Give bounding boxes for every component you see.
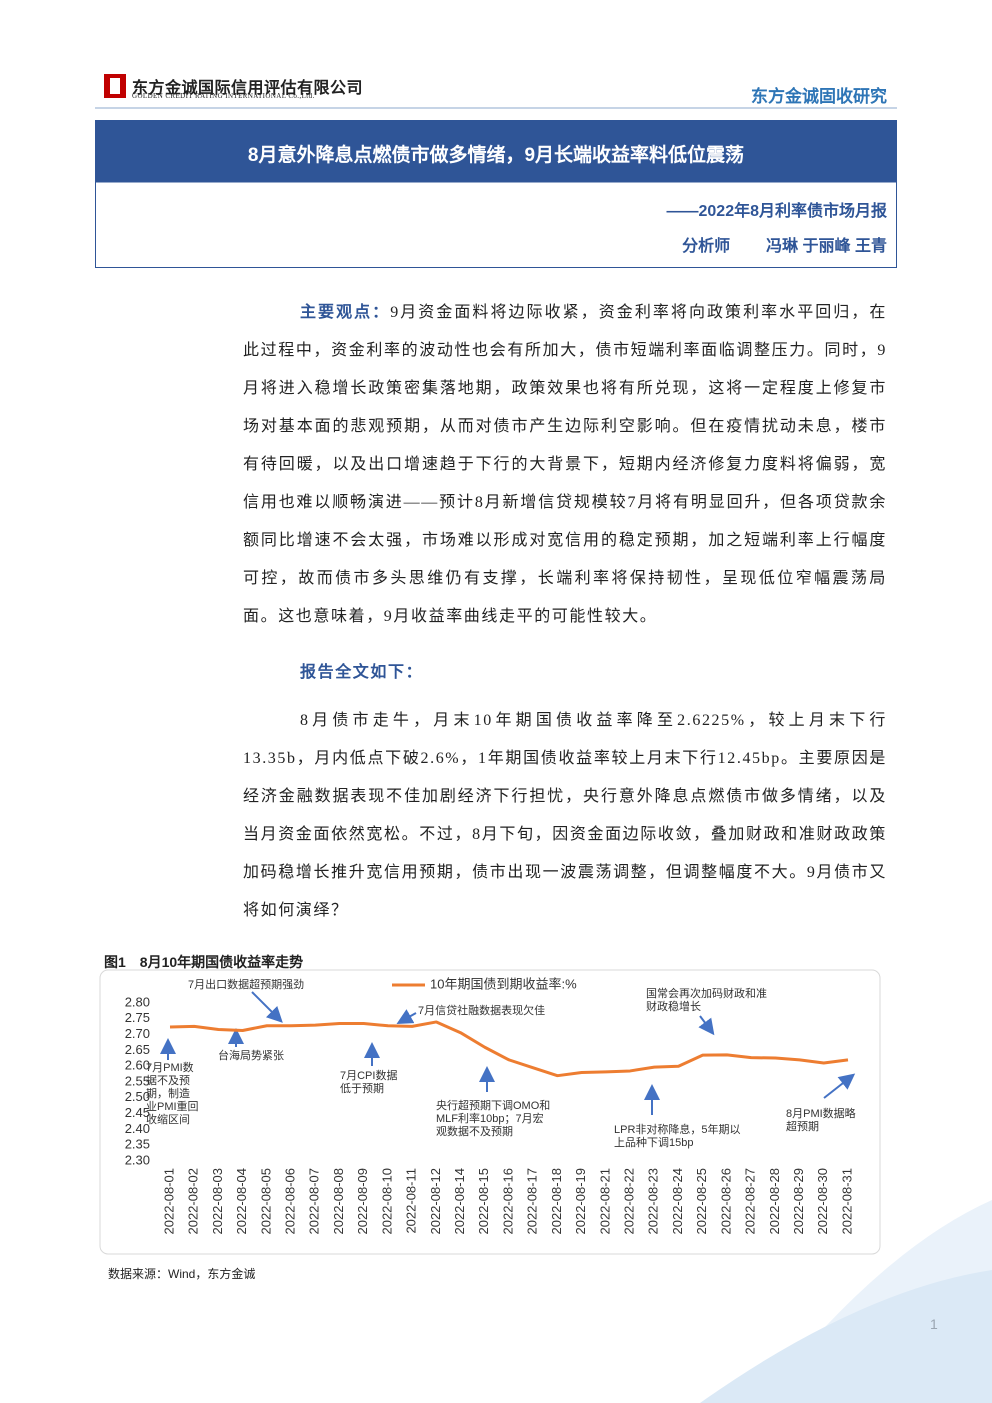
y-tick-label: 2.70 <box>125 1026 150 1041</box>
annotation: 7月出口数据超预期强劲 <box>188 979 305 991</box>
annotation: 7月信贷社融数据表现欠佳 <box>418 1005 546 1017</box>
key-points-label: 主要观点： <box>300 304 391 321</box>
key-points: 主要观点：9月资金面料将边际收紧，资金利率将向政策利率水平回归，在此过程中，资金… <box>243 294 887 636</box>
x-tick-label: 2022-08-01 <box>161 1168 176 1235</box>
x-tick-label: 2022-08-22 <box>622 1168 637 1235</box>
analyst-label: 分析师 <box>682 238 731 255</box>
y-tick-label: 2.35 <box>125 1137 150 1152</box>
company-name-en: GOLDEN CREDIT RATING INTERNATIONAL Co.,L… <box>132 92 315 100</box>
figure-caption: 图1 8月10年期国债收益率走势 <box>104 954 304 970</box>
x-tick-label: 2022-08-03 <box>210 1168 225 1235</box>
x-tick-label: 2022-08-19 <box>573 1168 588 1235</box>
x-tick-label: 2022-08-14 <box>452 1168 467 1235</box>
x-tick-label: 2022-08-12 <box>428 1168 443 1235</box>
annotation: 7月PMI数据不及预期，制造业PMI重回收缩区间 <box>146 1062 199 1126</box>
decor-wave <box>700 1270 992 1403</box>
title-band <box>95 120 897 183</box>
y-tick-label: 2.50 <box>125 1089 150 1104</box>
annotation: 8月PMI数据略超预期 <box>786 1108 856 1133</box>
x-tick-label: 2022-08-11 <box>404 1168 419 1234</box>
x-tick-label: 2022-08-17 <box>525 1168 540 1235</box>
legend-label: 10年期国债到期收益率:% <box>430 976 577 991</box>
x-tick-label: 2022-08-09 <box>355 1168 370 1235</box>
logo-icon <box>110 78 120 94</box>
x-tick-label: 2022-08-27 <box>743 1168 758 1235</box>
annotation: 7月CPI数据低于预期 <box>340 1070 398 1095</box>
annotation-arrows <box>160 991 856 1115</box>
x-tick-label: 2022-08-21 <box>597 1168 612 1235</box>
series-line <box>169 1020 849 1078</box>
annotation: 国常会再次加码财政和准财政稳增长 <box>646 988 767 1013</box>
x-tick-label: 2022-08-05 <box>258 1168 273 1235</box>
x-tick-label: 2022-08-16 <box>500 1168 515 1235</box>
full-text-label: 报告全文如下： <box>300 664 424 681</box>
analysts: 分析师 冯琳 于丽峰 王青 <box>682 232 887 256</box>
x-tick-label: 2022-08-26 <box>718 1168 733 1235</box>
y-tick-label: 2.75 <box>125 1010 150 1025</box>
x-tick-label: 2022-08-25 <box>694 1168 709 1235</box>
page-number: 1 <box>930 1316 938 1332</box>
report-subtitle: ——2022年8月利率债市场月报 <box>666 203 888 220</box>
y-tick-label: 2.65 <box>125 1042 150 1057</box>
x-tick-label: 2022-08-23 <box>646 1168 661 1235</box>
y-tick-label: 2.60 <box>125 1058 150 1073</box>
x-tick-label: 2022-08-15 <box>476 1168 491 1235</box>
y-tick-label: 2.80 <box>125 994 150 1009</box>
column-name: 东方金诚固收研究 <box>751 87 887 106</box>
x-tick-label: 2022-08-30 <box>815 1168 830 1235</box>
chart-frame <box>99 969 881 1255</box>
x-tick-label: 2022-08-28 <box>767 1168 782 1235</box>
y-tick-label: 2.40 <box>125 1121 150 1136</box>
x-tick-label: 2022-08-08 <box>331 1168 346 1235</box>
y-tick-label: 2.30 <box>125 1152 150 1167</box>
x-tick-label: 2022-08-24 <box>670 1168 685 1235</box>
annotation: 台海局势紧张 <box>218 1050 284 1062</box>
x-tick-label: 2022-08-06 <box>283 1168 298 1235</box>
x-tick-label: 2022-08-02 <box>186 1168 201 1235</box>
annotation: LPR非对称降息，5年期以上品种下调15bp <box>614 1124 741 1149</box>
report-title: 8月意外降息点燃债市做多情绪，9月长端收益率料低位震荡 <box>247 145 745 166</box>
x-tick-label: 2022-08-18 <box>549 1168 564 1235</box>
company-name: 东方金诚国际信用评估有限公司 <box>132 80 364 97</box>
x-tick-label: 2022-08-10 <box>379 1168 394 1235</box>
x-tick-label: 2022-08-04 <box>234 1168 249 1235</box>
x-tick-label: 2022-08-29 <box>791 1168 806 1235</box>
y-tick-label: 2.55 <box>125 1073 150 1088</box>
y-tick-label: 2.45 <box>125 1105 150 1120</box>
paragraph: 8月债市走牛，月末10年期国债收益率降至2.6225%，较上月末下行13.35b… <box>243 712 887 919</box>
annotation: 央行超预期下调OMO和MLF利率10bp；7月宏观数据不及预期 <box>436 1100 551 1138</box>
x-tick-label: 2022-08-07 <box>307 1168 322 1235</box>
x-tick-label: 2022-08-31 <box>839 1168 854 1235</box>
figure-source: 数据来源：Wind，东方金诚 <box>108 1267 256 1281</box>
key-points-text: 9月资金面料将边际收紧，资金利率将向政策利率水平回归，在此过程中，资金利率的波动… <box>243 304 887 625</box>
analyst-names: 冯琳 于丽峰 王青 <box>766 238 887 255</box>
